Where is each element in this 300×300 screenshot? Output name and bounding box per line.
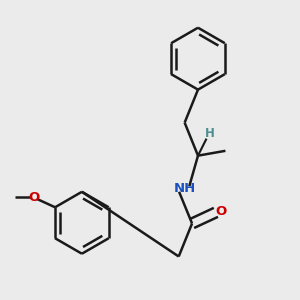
Text: O: O: [216, 205, 227, 218]
Text: NH: NH: [173, 182, 196, 195]
Text: H: H: [205, 128, 214, 140]
Text: O: O: [28, 191, 40, 204]
